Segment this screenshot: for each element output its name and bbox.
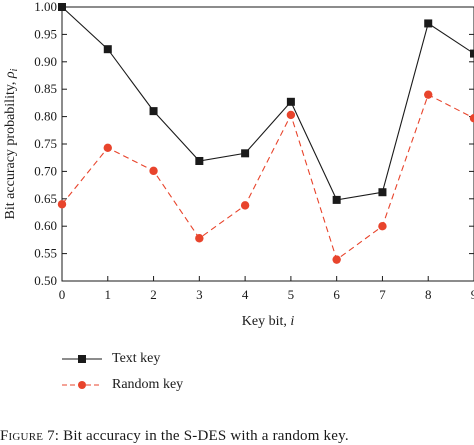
figure-caption: Figure 7: Bit accuracy in the S-DES with…	[0, 428, 474, 445]
data-point-text-key	[470, 49, 474, 58]
y-tick-label: 0.75	[34, 136, 57, 151]
x-tick-label: 3	[196, 287, 203, 302]
legend-label-random-key: Random key	[112, 377, 184, 392]
data-point-text-key	[378, 188, 387, 197]
legend-swatch-random-key	[62, 381, 102, 389]
data-point-random-key	[240, 201, 250, 210]
y-axis-title: Bit accuracy probability, ρi	[3, 68, 20, 219]
plot-frame	[61, 6, 474, 282]
series-line-random-key	[61, 93, 474, 261]
legend: Text key Random key	[62, 346, 183, 398]
caption-label: Figure 7:	[0, 428, 60, 444]
data-point-random-key	[57, 200, 67, 209]
data-point-random-key	[149, 166, 158, 176]
y-tick-label: 0.50	[34, 273, 57, 288]
data-point-random-key	[378, 222, 387, 231]
ticks: 0.50 0.55 0.60 0.65 0.70 0.75 0.80 0.85 0.90 0.95…	[34, 0, 474, 302]
data-point-random-key	[195, 234, 204, 243]
y-tick-label: 0.85	[34, 81, 57, 96]
data-point-random-key	[286, 110, 296, 120]
x-tick-label: 4	[242, 287, 249, 302]
data-point-text-key	[103, 45, 112, 54]
x-tick-label: 8	[425, 287, 432, 302]
series-line-text-key	[61, 6, 474, 201]
y-tick-label: 0.90	[34, 54, 57, 69]
data-point-text-key	[58, 3, 66, 11]
y-tick-label: 0.70	[34, 163, 57, 178]
data-point-random-key	[103, 143, 112, 153]
data-point-text-key	[241, 149, 250, 158]
y-tick-label: 0.55	[34, 246, 57, 261]
series-layer	[57, 3, 474, 264]
data-point-random-key	[424, 90, 433, 99]
x-tick-label: 1	[105, 287, 112, 302]
x-tick-label: 6	[333, 287, 340, 302]
y-tick-label: 1.00	[34, 0, 57, 14]
data-point-text-key	[332, 195, 341, 204]
caption-text: Bit accuracy in the S-DES with a random …	[59, 428, 349, 444]
legend-label-text-key: Text key	[112, 351, 161, 366]
data-point-random-key	[332, 255, 341, 264]
legend-swatch-text-key	[62, 355, 102, 363]
y-tick-label: 0.60	[34, 218, 57, 233]
data-point-text-key	[286, 97, 295, 106]
data-point-random-key	[469, 114, 474, 123]
y-tick-label: 0.80	[34, 109, 57, 124]
x-tick-label: 2	[150, 287, 157, 302]
line-chart: 0.50 0.55 0.60 0.65 0.70 0.75 0.80 0.85 0.90 0.95…	[3, 0, 474, 329]
data-point-text-key	[149, 107, 158, 116]
data-point-text-key	[424, 19, 433, 28]
x-tick-label: 7	[379, 287, 386, 302]
legend-item-random-key: Random key	[62, 372, 183, 398]
x-tick-label: 9	[471, 287, 474, 302]
y-tick-label: 0.95	[34, 26, 57, 41]
data-point-text-key	[195, 156, 204, 165]
y-tick-label: 0.65	[34, 191, 57, 206]
x-tick-label: 0	[59, 287, 66, 302]
x-axis-title: Key bit, i	[242, 314, 295, 329]
x-tick-label: 5	[288, 287, 295, 302]
legend-item-text-key: Text key	[62, 346, 183, 372]
